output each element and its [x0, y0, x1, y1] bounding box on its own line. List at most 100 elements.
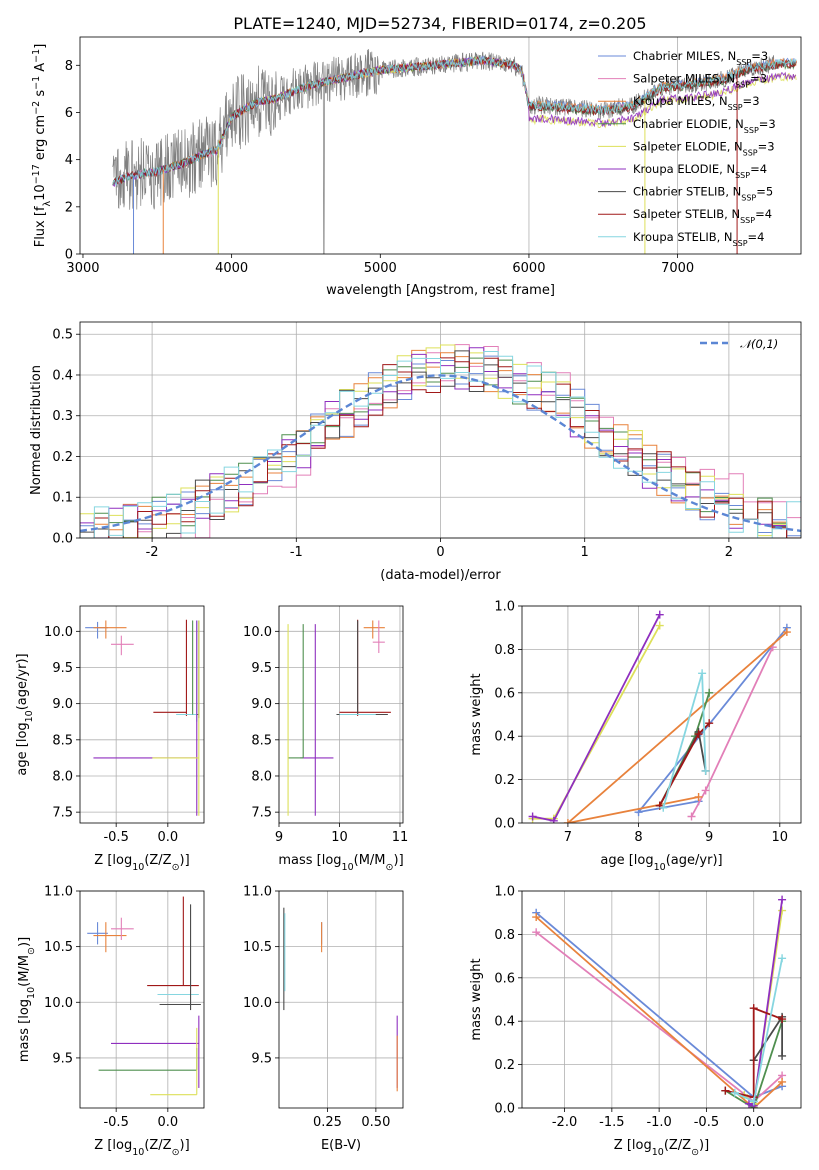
x-tick-label: 2: [725, 545, 733, 560]
legend-entry: 𝒩(0,1): [740, 337, 778, 351]
y-tick-label: 0.2: [494, 773, 515, 788]
axis-label-part: ⊙: [172, 1147, 180, 1158]
ticks: -2.0 -1.5 -1.0 -0.5 0.0 0.0 0.2 0.4 0.6 0.8 1.0: [494, 885, 764, 1131]
weight-point: [694, 792, 703, 801]
axis-label-part: (age/yr)]: [666, 853, 723, 868]
x-tick-label: 9: [705, 830, 713, 845]
axis-label-part: −1: [31, 49, 42, 63]
y-tick-label: 11.0: [44, 885, 73, 900]
legend-nssp-eq: =: [759, 117, 769, 131]
legend-series-name: Chabrier STELIB: [633, 185, 725, 199]
axis-label-part: 10: [33, 184, 48, 201]
axes-frame: [521, 605, 802, 824]
axis-label-part: mass [log: [278, 853, 341, 868]
legend-nssp-eq: =: [750, 162, 760, 176]
legend-nssp-label: , N: [728, 117, 744, 131]
axis-label-part: Flux [f: [33, 206, 48, 247]
legend-nssp-eq: =: [755, 207, 765, 221]
legend-nssp-sub: SSP: [733, 238, 748, 247]
weight-point: [782, 628, 791, 637]
x-axis-label: Z [log10(Z/Z⊙)]: [94, 1138, 189, 1158]
ticks: 3000 4000 5000 6000 7000 0 2 4 6 8: [65, 59, 694, 276]
legend-nssp-label: , N: [725, 185, 741, 199]
legend-nssp-value: 3: [768, 117, 775, 131]
y-tick-label: 9.5: [52, 661, 73, 676]
y-tick-label: 8.5: [251, 733, 272, 748]
histogram-salpeter-stelib: [80, 357, 801, 538]
legend-nssp-label: , N: [717, 230, 733, 244]
axis-label-part: −17: [31, 164, 42, 184]
axis-label-part: mass [log: [17, 999, 32, 1062]
x-axis-label: Z [log10(Z/Z⊙)]: [614, 1138, 709, 1158]
weight-point: [701, 786, 710, 795]
grid-lines: [528, 37, 679, 254]
x-tick-label: 0.0: [157, 830, 178, 845]
x-tick-label: -0.5: [103, 1115, 128, 1130]
axes-frame: [278, 605, 404, 824]
legend-series-name: Chabrier MILES: [633, 49, 720, 63]
y-tick-label: 0.6: [494, 971, 515, 986]
y-tick-label: 0.4: [494, 730, 515, 745]
y-tick-label: 0.3: [52, 409, 73, 424]
weight-vs-metallicity-panel: -2.0 -1.5 -1.0 -0.5 0.0 0.0 0.2 0.4 0.6 0.8 1.0 Z […: [469, 885, 802, 1158]
legend-nssp-eq: =: [750, 72, 760, 86]
axis-label-part: ]: [33, 44, 48, 49]
weight-line-kroupa-elodie: [532, 614, 661, 822]
legend-nssp-value: 3: [761, 49, 768, 63]
axis-label-part: (Z/Z: [144, 1138, 171, 1153]
legend-entry: Salpeter STELIB, NSSP=4: [633, 207, 772, 225]
legend-nssp-eq: =: [748, 230, 758, 244]
legend-entry: Salpeter ELODIE, NSSP=3: [633, 139, 775, 157]
y-axis-label: Normed distribution: [29, 365, 44, 495]
plot-area: [112, 48, 797, 254]
axes-frame: [278, 890, 404, 1109]
ticks: -0.5 0.0 9.5 10.0 10.5 11.0: [44, 885, 178, 1131]
axis-label-part: (age/yr)]: [15, 653, 30, 710]
axis-label-part: 10: [654, 862, 666, 873]
weight-point: [705, 688, 714, 697]
x-tick-label: 5000: [364, 261, 397, 276]
axis-label-part: 10: [26, 987, 37, 999]
x-tick-label: 9: [275, 830, 283, 845]
axes-frame: [79, 321, 802, 539]
x-axis-label: E(B-V): [321, 1138, 361, 1153]
x-tick-label: 8: [634, 830, 642, 845]
legend-nssp-value: 4: [765, 207, 772, 221]
x-tick-label: 1: [581, 545, 589, 560]
x-tick-label: -2: [146, 545, 159, 560]
axis-label-part: Normed distribution: [29, 365, 44, 495]
x-axis-label: wavelength [Angstrom, rest frame]: [326, 283, 555, 298]
legend-nssp-sub: SSP: [741, 193, 756, 202]
weight-point: [778, 1077, 787, 1086]
mass-vs-metallicity-panel: -0.5 0.09.510.010.511.0Z [log10(Z/Z⊙)]mas…: [17, 885, 205, 1158]
y-tick-label: 8: [65, 59, 73, 74]
y-tick-label: 11.0: [243, 885, 272, 900]
x-tick-label: 7000: [661, 261, 694, 276]
y-tick-label: 9.0: [251, 697, 272, 712]
legend-nssp-label: , N: [719, 72, 735, 86]
axis-label-part: )]: [180, 1138, 190, 1153]
legend-entry: Kroupa STELIB, NSSP=4: [633, 230, 765, 248]
plot-area: [283, 907, 398, 1092]
axis-label-part: ⊙: [386, 862, 394, 873]
residual-histogram-panel: -2 -1 0 1 2 0.0 0.1 0.2 0.3 0.4 0.5 (data-model)/er…: [29, 321, 802, 583]
y-axis-label: age [log10(age/yr)]: [15, 653, 35, 775]
x-tick-label: -0.5: [694, 1115, 719, 1130]
x-tick-label: 7: [564, 830, 572, 845]
weight-line-salpeter-stelib: [725, 1006, 783, 1099]
legend-nssp-label: , N: [727, 139, 743, 153]
legend: 𝒩(0,1): [700, 337, 778, 351]
normal-distribution-curve: [80, 374, 801, 533]
plot-area: [528, 610, 791, 823]
x-tick-label: 10: [331, 830, 348, 845]
y-tick-label: 2: [65, 200, 73, 215]
axis-label-part: 10: [132, 862, 144, 873]
axis-label-part: (Z/Z: [144, 853, 171, 868]
legend-nssp-sub: SSP: [728, 103, 743, 112]
weight-line-kroupa-miles: [535, 916, 783, 1108]
x-tick-label: 4000: [215, 261, 248, 276]
x-tick-label: 0.0: [157, 1115, 178, 1130]
legend-nssp-sub: SSP: [743, 148, 758, 157]
